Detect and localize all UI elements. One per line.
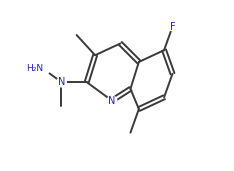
Circle shape <box>36 62 50 75</box>
Circle shape <box>168 23 176 31</box>
Text: H₂N: H₂N <box>26 64 43 73</box>
Text: N: N <box>58 77 65 87</box>
Text: F: F <box>170 22 175 32</box>
Text: N: N <box>108 96 116 106</box>
Circle shape <box>57 77 66 87</box>
Circle shape <box>107 96 117 105</box>
